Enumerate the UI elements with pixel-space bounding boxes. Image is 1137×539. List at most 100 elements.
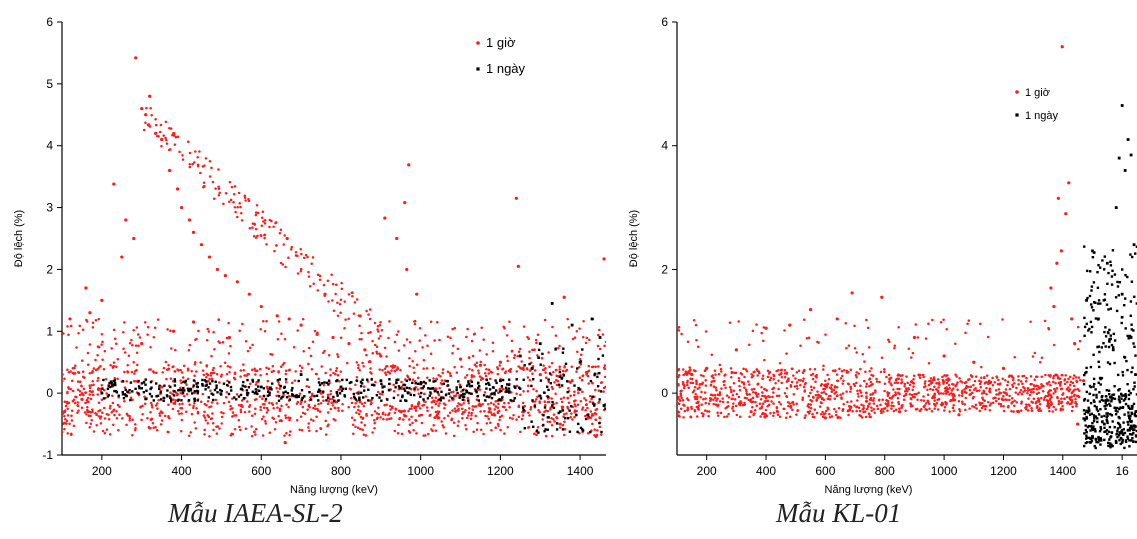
data-point-1gio [594,418,597,421]
data-point-1gio [217,187,221,191]
data-point-1ngay [457,380,460,383]
data-point-1gio [246,400,249,403]
data-point-1gio [63,427,66,431]
data-point-1gio [543,368,546,371]
data-point-1gio [115,410,118,413]
data-point-1gio [879,370,883,374]
data-point-1gio [565,368,569,372]
data-point-1ngay [570,323,574,327]
data-point-1gio [355,298,359,301]
data-point-1gio [897,410,902,414]
data-point-1ngay [1099,428,1103,431]
data-point-1gio [937,381,941,384]
data-point-1gio [737,379,741,383]
data-point-1gio [298,392,302,395]
data-point-1gio [91,393,95,397]
data-point-1ngay [547,388,550,392]
data-point-1gio [839,416,842,420]
data-point-1gio [80,406,84,410]
data-point-1ngay [1109,337,1112,341]
data-point-1gio [309,418,313,421]
data-point-1gio [795,413,798,416]
data-point-1ngay [395,381,398,384]
data-point-1ngay [243,385,247,388]
data-point-1gio [188,403,191,406]
data-point-1gio [954,373,957,376]
data-point-1gio [111,401,115,405]
data-point-1ngay [1094,317,1098,320]
data-point-1gio [420,421,424,425]
data-point-1gio [733,371,736,374]
data-point-1ngay [569,405,573,408]
data-point-1gio [133,428,137,432]
data-point-1ngay [1104,345,1107,348]
data-point-1gio [254,433,257,436]
data-point-1gio [941,375,944,379]
data-point-1gio [128,419,131,422]
data-point-1gio [587,369,591,372]
data-point-1gio [526,335,529,339]
data-point-1ngay [193,390,196,393]
data-point-1ngay [493,393,496,396]
data-point-1gio [439,381,443,385]
data-point-1gio [110,347,113,350]
data-point-1ngay [173,378,176,381]
data-point-1gio [584,399,588,402]
data-point-1gio [819,412,823,416]
data-point-1gio [969,385,972,388]
data-point-1gio [534,338,538,342]
data-point-1gio [795,402,798,406]
data-point-1gio [998,391,1001,394]
data-point-1gio [905,375,908,378]
data-point-1gio [271,353,274,356]
data-point-1gio [462,402,465,405]
data-point-1ngay [1128,418,1132,421]
data-point-1gio [431,429,434,433]
data-point-1gio [865,382,869,386]
data-point-1gio [320,365,323,368]
data-point-1gio [66,325,69,328]
data-point-1ngay [277,395,281,398]
data-point-1gio [677,410,681,414]
data-point-1gio [419,413,422,417]
data-point-1gio [215,432,219,435]
data-point-1gio [1040,356,1044,360]
data-point-1gio [1006,380,1010,384]
data-point-1gio [516,264,520,268]
data-point-1gio [430,401,434,404]
data-point-1ngay [542,391,546,394]
data-point-1gio [210,166,213,170]
data-point-1gio [544,434,548,438]
data-point-1gio [181,158,185,161]
data-point-1ngay [397,378,400,381]
data-point-1gio [971,405,974,408]
data-point-1gio [368,317,372,321]
data-point-1ngay [1133,412,1137,416]
data-point-1gio [566,405,569,409]
data-point-1gio [471,408,475,411]
data-point-1ngay [558,375,562,378]
data-point-1ngay [422,380,426,384]
data-point-1gio [362,433,366,436]
data-point-1ngay [204,384,207,387]
data-point-1gio [128,341,132,345]
data-point-1gio [208,159,212,163]
data-point-1gio [922,395,925,398]
data-point-1gio [785,380,789,383]
data-point-1gio [1015,386,1018,390]
data-point-1gio [254,407,257,411]
data-point-1ngay [405,386,408,389]
data-point-1gio [869,396,873,400]
data-point-1gio [218,381,221,384]
data-point-1gio [855,375,858,379]
data-point-1gio [1052,392,1055,395]
data-point-1gio [173,134,176,137]
data-point-1gio [416,402,420,406]
data-point-1gio [706,410,709,413]
data-point-1gio [910,356,913,359]
data-point-1gio [563,420,566,424]
data-point-1ngay [531,399,534,402]
data-point-1gio [995,376,999,379]
data-point-1gio [211,368,215,372]
data-point-1gio [954,342,957,346]
